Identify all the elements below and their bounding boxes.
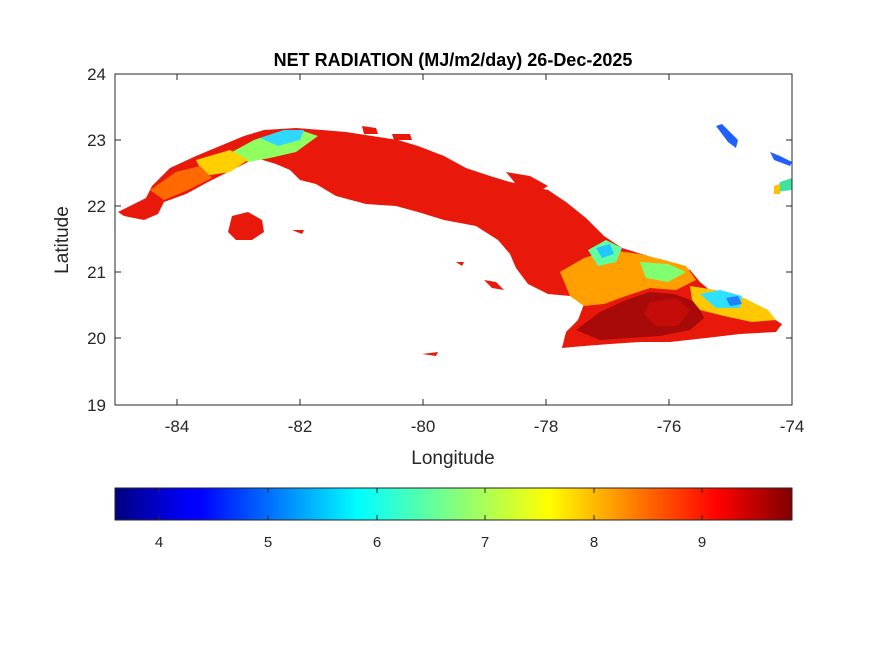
high-radiation-patch: [644, 298, 690, 326]
colorbar-tick-label: 7: [481, 534, 489, 551]
y-axis: 24 23 22 21 20 19 Latitude: [52, 65, 792, 415]
moderate-radiation-zone-northwest: [196, 150, 248, 176]
northeast-island-1: [716, 124, 738, 148]
colorbar-tick-label: 4: [155, 534, 163, 551]
low-radiation-zone-east-5: [640, 262, 686, 282]
low-radiation-zone-east-4: [726, 296, 742, 306]
map-plot-area: [115, 74, 792, 405]
y-tick-label: 22: [87, 197, 106, 216]
y-tick-label: 21: [87, 263, 106, 282]
low-radiation-zone-east-2: [596, 244, 614, 258]
moderate-radiation-zone-west: [150, 166, 212, 200]
map-title: NET RADIATION (MJ/m2/day) 26-Dec-2025: [274, 50, 633, 70]
colorbar-tick-label: 5: [264, 534, 272, 551]
x-tick-label: -84: [165, 417, 190, 436]
colorbar-tick-label: 9: [698, 534, 706, 551]
colorbar-tick-label: 6: [373, 534, 381, 551]
y-tick-label: 20: [87, 329, 106, 348]
x-tick-label: -74: [780, 417, 805, 436]
colorbar-tick-label: 8: [590, 534, 598, 551]
y-tick-label: 19: [87, 396, 106, 415]
x-axis-label: Longitude: [411, 448, 494, 469]
y-tick-label: 24: [87, 65, 106, 84]
low-radiation-zone-northwest-cyan: [260, 130, 304, 146]
x-tick-label: -76: [657, 417, 682, 436]
x-tick-label: -80: [411, 417, 436, 436]
x-tick-label: -82: [288, 417, 313, 436]
isla-de-la-juventud: [228, 212, 264, 240]
y-axis-label: Latitude: [52, 206, 73, 274]
x-tick-label: -78: [534, 417, 559, 436]
colorbar-gradient: [114, 487, 793, 521]
northeast-island-2: [770, 152, 792, 166]
colorbar: 4 5 6 7 8 9: [114, 487, 793, 551]
northeast-island-4: [774, 184, 780, 194]
y-tick-label: 23: [87, 131, 106, 150]
plot-frame: [114, 73, 793, 406]
x-axis: -84 -82 -80 -78 -76 -74 Longitude: [165, 74, 805, 469]
northern-cays: [362, 126, 548, 192]
